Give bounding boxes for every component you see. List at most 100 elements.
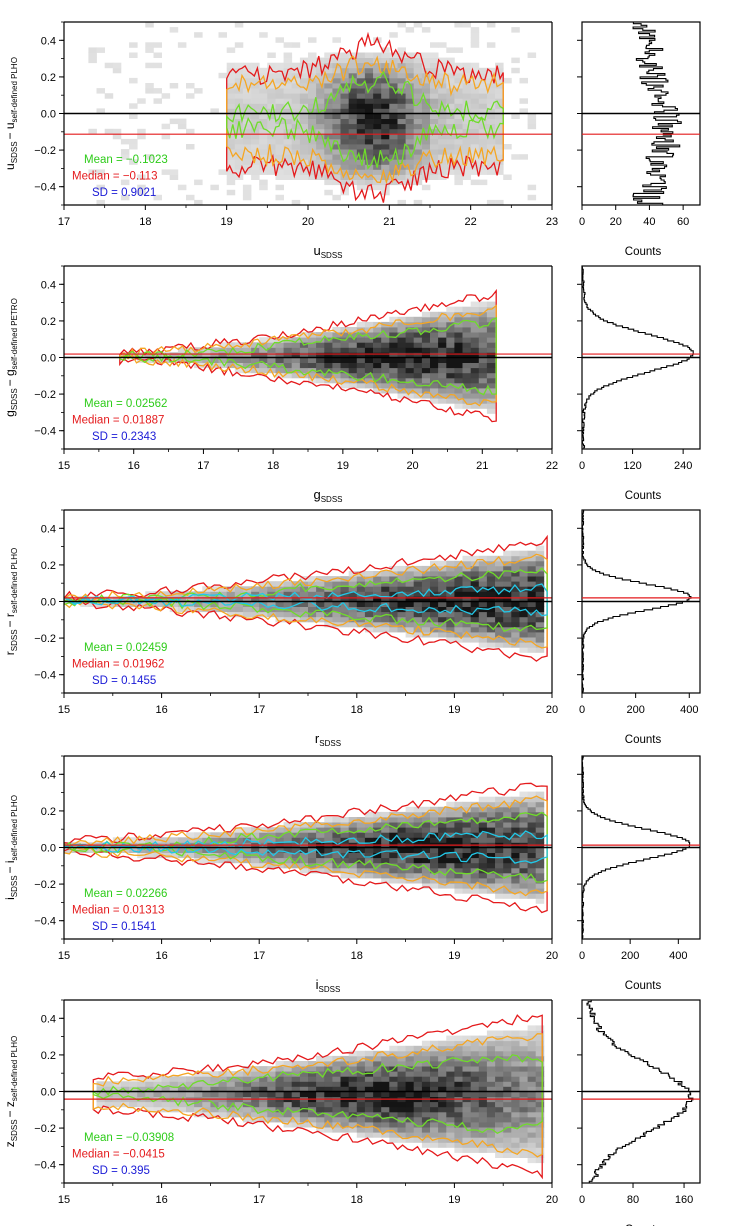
- density-cell: [373, 159, 382, 165]
- density-cell: [283, 154, 293, 160]
- density-cell: [242, 362, 252, 369]
- density-cell: [324, 606, 333, 613]
- density-cell: [348, 1122, 358, 1128]
- density-cell: [218, 596, 227, 602]
- density-cell: [324, 113, 333, 119]
- density-cell: [519, 601, 528, 607]
- density-cell: [381, 133, 390, 140]
- density-cell: [96, 184, 105, 191]
- density-cell: [527, 113, 537, 119]
- density-cell: [348, 822, 358, 828]
- density-cell: [373, 1076, 382, 1082]
- density-cell: [495, 632, 504, 638]
- density-cell: [332, 1055, 341, 1062]
- density-cell: [283, 174, 293, 180]
- density-cell: [332, 1071, 341, 1077]
- density-cell: [470, 169, 480, 175]
- density-cell: [430, 827, 439, 833]
- density-cell: [478, 103, 488, 109]
- density-cell: [446, 832, 455, 838]
- density-cell: [535, 1122, 545, 1128]
- density-cell: [413, 316, 423, 323]
- density-cell: [519, 1142, 528, 1148]
- density-cell: [438, 1122, 447, 1128]
- density-cell: [430, 347, 439, 353]
- density-cell: [242, 1116, 252, 1123]
- density-cell: [96, 1086, 105, 1092]
- density-cell: [438, 72, 447, 79]
- density-cell: [88, 47, 97, 53]
- density-cell: [381, 811, 390, 818]
- density-cell: [470, 1091, 480, 1097]
- density-cell: [478, 857, 488, 864]
- density-cell: [389, 362, 398, 369]
- density-cell: [511, 27, 520, 33]
- density-cell: [332, 149, 341, 155]
- density-cell: [381, 576, 390, 582]
- density-cell: [421, 878, 431, 884]
- density-cell: [405, 1132, 415, 1138]
- density-cell: [397, 47, 406, 53]
- density-cell: [373, 118, 382, 125]
- density-cell: [478, 637, 488, 643]
- density-cell: [226, 179, 236, 186]
- density-cell: [470, 37, 480, 43]
- density-cell: [527, 1066, 537, 1072]
- density-cell: [275, 1101, 284, 1108]
- density-cell: [470, 565, 480, 572]
- density-cell: [373, 1122, 382, 1128]
- contour-outer: [64, 782, 548, 914]
- density-cell: [470, 1066, 480, 1072]
- density-cell: [486, 108, 496, 114]
- density-cell: [308, 93, 317, 99]
- density-cell: [470, 1132, 480, 1138]
- density-cell: [259, 862, 268, 869]
- density-cell: [470, 591, 480, 597]
- density-cell: [438, 77, 447, 84]
- density-cell: [478, 372, 488, 379]
- density-cell: [446, 337, 455, 343]
- density-cell: [389, 83, 398, 89]
- density-cell: [462, 1076, 471, 1082]
- density-cell: [169, 1076, 179, 1082]
- density-cell: [381, 878, 390, 884]
- density-cell: [283, 103, 293, 109]
- density-cell: [112, 847, 122, 853]
- density-cell: [495, 601, 504, 607]
- density-cell: [234, 837, 244, 843]
- y-tick-label: 0.2: [41, 316, 56, 328]
- density-cell: [373, 67, 382, 74]
- density-cell: [308, 357, 317, 363]
- density-cell: [356, 128, 366, 135]
- density-cell: [495, 571, 504, 577]
- density-cell: [348, 352, 358, 358]
- density-cell: [267, 852, 276, 859]
- density-cell: [202, 1086, 211, 1092]
- x-tick-label: 15: [58, 1194, 70, 1206]
- density-cell: [364, 1122, 374, 1128]
- density-cell: [186, 852, 195, 859]
- x-tick-label: 18: [351, 950, 363, 962]
- density-cell: [283, 1071, 293, 1077]
- density-cell: [421, 883, 431, 889]
- histogram-z: 080160Counts: [577, 999, 701, 1226]
- density-cell: [446, 362, 455, 369]
- density-cell: [348, 113, 358, 119]
- density-cell: [438, 632, 447, 638]
- density-cell: [283, 352, 293, 358]
- density-cell: [462, 149, 471, 155]
- density-cell: [405, 586, 415, 592]
- density-cell: [104, 1086, 114, 1092]
- density-cell: [356, 571, 366, 577]
- density-cell: [535, 796, 545, 803]
- density-cell: [129, 1101, 138, 1108]
- density-cell: [495, 93, 504, 99]
- density-cell: [348, 67, 358, 74]
- density-cell: [364, 611, 374, 618]
- density-cell: [389, 113, 398, 119]
- density-cell: [421, 596, 431, 602]
- density-cell: [283, 601, 293, 607]
- density-cell: [96, 47, 105, 53]
- density-cell: [364, 616, 374, 623]
- density-cell: [413, 581, 423, 587]
